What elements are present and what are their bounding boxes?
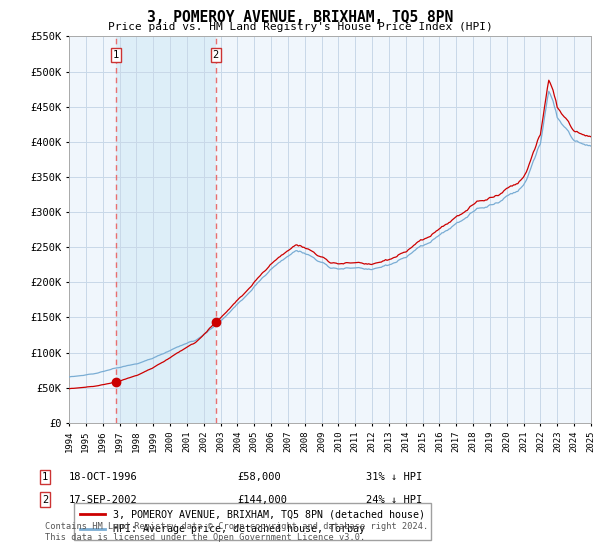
Text: Price paid vs. HM Land Registry's House Price Index (HPI): Price paid vs. HM Land Registry's House … (107, 22, 493, 32)
Text: 1: 1 (113, 50, 119, 60)
Text: £144,000: £144,000 (237, 494, 287, 505)
Text: 24% ↓ HPI: 24% ↓ HPI (366, 494, 422, 505)
Text: 2: 2 (212, 50, 219, 60)
Text: 31% ↓ HPI: 31% ↓ HPI (366, 472, 422, 482)
Text: 3, POMEROY AVENUE, BRIXHAM, TQ5 8PN: 3, POMEROY AVENUE, BRIXHAM, TQ5 8PN (147, 10, 453, 25)
Text: 1: 1 (42, 472, 48, 482)
Text: 18-OCT-1996: 18-OCT-1996 (69, 472, 138, 482)
Text: 2: 2 (42, 494, 48, 505)
Text: Contains HM Land Registry data © Crown copyright and database right 2024.
This d: Contains HM Land Registry data © Crown c… (45, 522, 428, 542)
Text: 17-SEP-2002: 17-SEP-2002 (69, 494, 138, 505)
Text: £58,000: £58,000 (237, 472, 281, 482)
Legend: 3, POMEROY AVENUE, BRIXHAM, TQ5 8PN (detached house), HPI: Average price, detach: 3, POMEROY AVENUE, BRIXHAM, TQ5 8PN (det… (74, 503, 431, 540)
Bar (116, 36, 215, 423)
